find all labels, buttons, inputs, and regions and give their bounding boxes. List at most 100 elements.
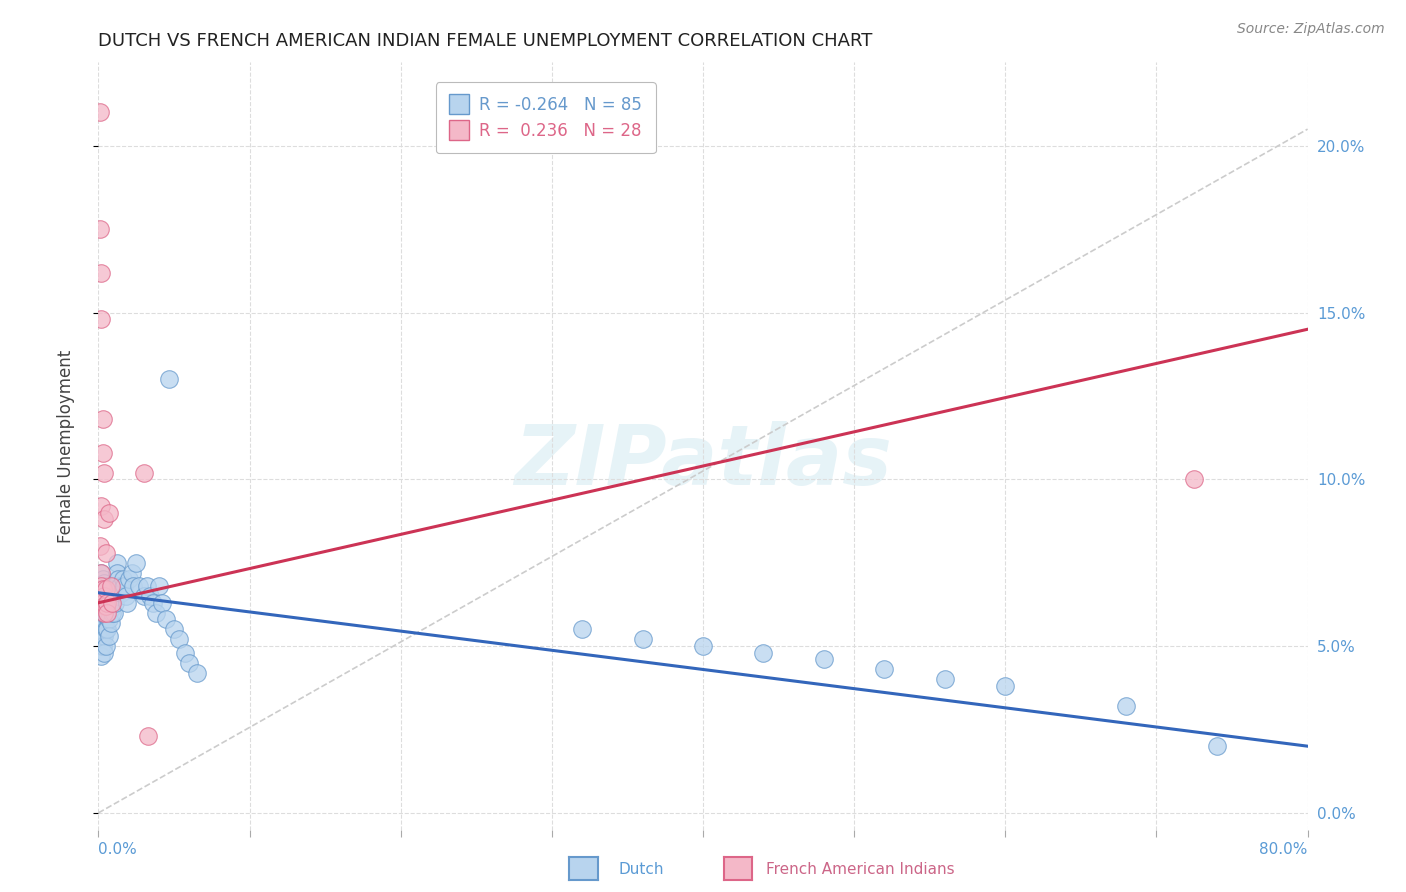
Point — [94, 599, 117, 613]
Text: French American Indians: French American Indians — [766, 863, 955, 877]
Point — [136, 729, 159, 743]
Point — [91, 445, 114, 459]
Point — [93, 466, 115, 480]
Point — [103, 606, 125, 620]
Point — [100, 579, 122, 593]
Point — [90, 566, 112, 580]
Point — [90, 579, 112, 593]
Point — [1115, 699, 1137, 714]
Point — [100, 615, 122, 630]
Point — [104, 596, 127, 610]
Point — [90, 312, 112, 326]
Point — [90, 639, 112, 653]
Point — [93, 575, 115, 590]
Point — [813, 652, 835, 666]
Point — [94, 596, 117, 610]
Point — [96, 609, 118, 624]
Point — [96, 596, 118, 610]
Point — [142, 596, 165, 610]
Text: Source: ZipAtlas.com: Source: ZipAtlas.com — [1237, 22, 1385, 37]
Point — [110, 586, 132, 600]
Point — [105, 566, 128, 580]
Point — [93, 606, 115, 620]
Point — [150, 596, 173, 610]
Point — [112, 579, 135, 593]
Point — [103, 579, 125, 593]
Point — [90, 499, 112, 513]
Point — [91, 596, 114, 610]
Point — [155, 612, 177, 626]
Point — [91, 573, 114, 587]
Point — [98, 506, 121, 520]
Point — [93, 589, 115, 603]
Point — [145, 606, 167, 620]
Point — [111, 573, 134, 587]
Point — [179, 656, 201, 670]
Point — [118, 573, 141, 587]
Point — [128, 579, 150, 593]
Point — [90, 625, 112, 640]
Point — [89, 632, 111, 647]
Point — [90, 266, 112, 280]
Point — [139, 589, 162, 603]
Point — [89, 623, 111, 637]
Point — [90, 606, 112, 620]
Point — [91, 582, 114, 597]
Point — [93, 629, 115, 643]
Point — [148, 579, 170, 593]
Point — [90, 589, 112, 603]
Point — [90, 649, 112, 664]
Point — [101, 596, 124, 610]
Point — [135, 579, 157, 593]
Point — [159, 372, 181, 386]
Point — [91, 639, 114, 653]
Point — [101, 606, 124, 620]
Point — [91, 599, 114, 613]
Point — [90, 579, 112, 593]
Point — [89, 105, 111, 120]
Point — [91, 612, 114, 626]
Point — [132, 466, 155, 480]
Point — [89, 579, 111, 593]
Point — [94, 639, 117, 653]
Legend: R = -0.264   N = 85, R =  0.236   N = 28: R = -0.264 N = 85, R = 0.236 N = 28 — [436, 82, 655, 153]
Point — [121, 566, 143, 580]
Point — [98, 599, 121, 613]
Point — [93, 589, 115, 603]
Point — [90, 615, 112, 630]
Point — [98, 612, 121, 626]
Point — [122, 579, 145, 593]
Point — [91, 586, 114, 600]
Point — [631, 632, 654, 647]
Point — [94, 582, 117, 597]
Point — [186, 665, 208, 680]
Point — [93, 599, 115, 613]
Point — [1182, 472, 1205, 486]
Point — [96, 623, 118, 637]
Point — [98, 586, 121, 600]
Point — [89, 222, 111, 236]
Point — [105, 556, 128, 570]
Point — [93, 615, 115, 630]
Text: ZIPatlas: ZIPatlas — [515, 421, 891, 502]
Point — [173, 646, 195, 660]
Point — [1206, 739, 1229, 754]
Point — [163, 623, 186, 637]
Text: Dutch: Dutch — [619, 863, 664, 877]
Point — [692, 639, 714, 653]
Point — [93, 602, 115, 616]
Point — [94, 609, 117, 624]
Point — [132, 589, 155, 603]
Text: 80.0%: 80.0% — [1260, 842, 1308, 857]
Point — [89, 612, 111, 626]
Point — [93, 646, 115, 660]
Point — [89, 596, 111, 610]
Point — [94, 546, 117, 560]
Point — [98, 629, 121, 643]
Point — [100, 589, 122, 603]
Point — [100, 602, 122, 616]
Point — [167, 632, 190, 647]
Point — [94, 579, 117, 593]
Point — [94, 623, 117, 637]
Point — [96, 582, 118, 597]
